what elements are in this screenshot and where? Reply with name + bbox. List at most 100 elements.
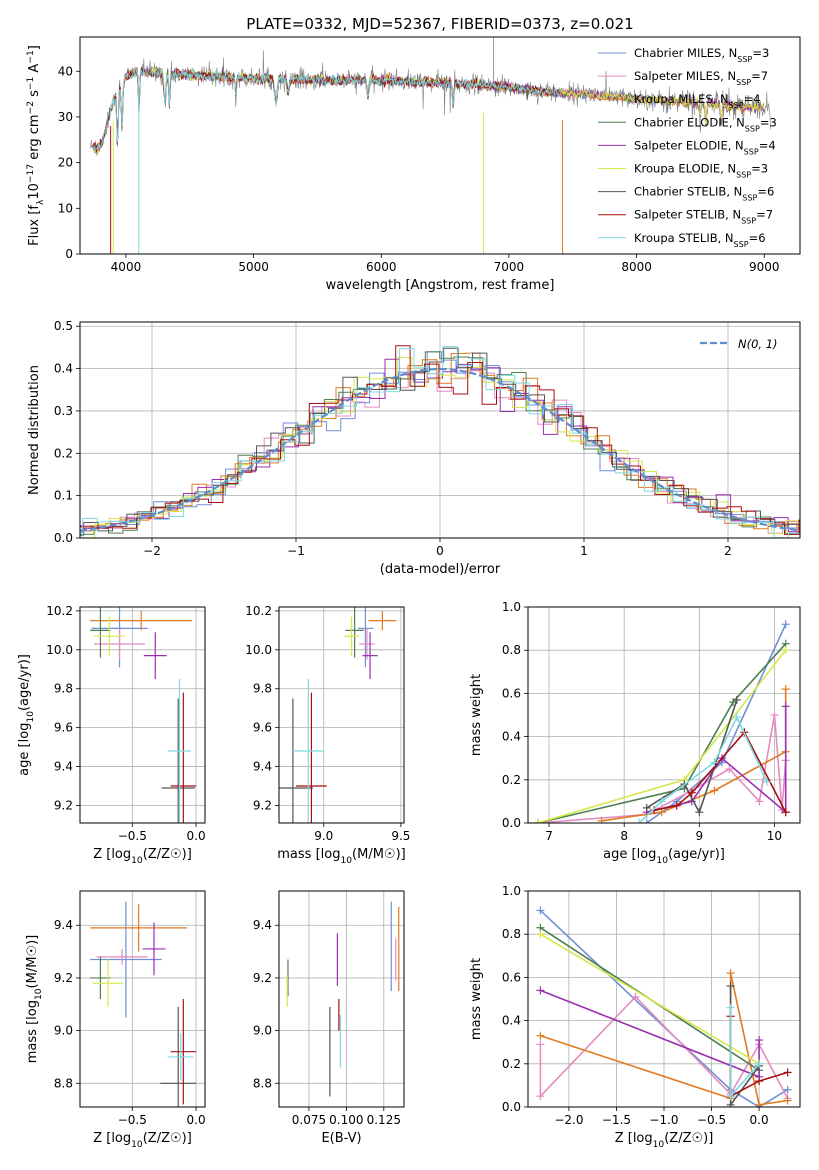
weight-point-marker [726,969,735,978]
legend-entry: Kroupa STELIB, NSSP=6 [634,231,766,249]
weight-point-marker [725,765,734,773]
y-tick-label: 9.2 [54,798,73,812]
x-tick-label: 0.0 [187,829,206,843]
x-tick-label: 10 [767,829,782,843]
y-axis-label: mass weight [469,958,484,1040]
errorbar-point [357,607,374,668]
weight-point-marker [781,620,790,629]
weight-series-line [646,623,787,823]
weight-point-marker [536,930,545,939]
x-tick-label: 9 [695,829,703,843]
age-vs-mass-panel: 9.0 9.5 9.2 9.4 9.6 9.8 10.0 10.2 mass [log10(M/… [245,604,410,866]
y-tick-label: 1.0 [502,600,521,614]
residual-histogram [80,370,800,534]
plot-area [90,901,197,1107]
x-axis-label: Z [log10(Z/Z☉)] [615,1131,714,1150]
figure-title: PLATE=0332, MJD=52367, FIBERID=0373, z=0… [246,15,633,33]
axes-frame [79,36,801,255]
y-tick-label: 10.2 [245,604,272,618]
y-tick-label: 0.0 [54,531,73,545]
y-tick-label: 30 [58,110,73,124]
errorbar-point [362,632,378,679]
x-tick-label: 0 [436,544,444,558]
errorbar-point [161,698,195,823]
errorbar-point [292,679,324,823]
axes-frame [79,890,206,1108]
axes-frame [278,890,405,1108]
weight-series-line [537,643,787,823]
weight-point-marker [657,808,666,817]
weight-point-marker [783,1068,792,1077]
legend-entry: Chabrier MILES, NSSP=3 [634,46,769,64]
y-tick-label: 0.2 [502,1057,521,1071]
x-tick-label: 6000 [366,260,397,274]
plot-area [89,37,771,254]
errorbar-point [94,616,125,656]
gaussian-reference-curve [80,367,800,532]
weight-point-marker [536,1040,545,1049]
y-tick-label: 0.6 [502,970,521,984]
errorbar-point [168,679,191,823]
weight-point-marker [597,816,606,823]
errorbar-point [168,1033,194,1081]
y-tick-label: 0.0 [502,1100,521,1114]
errorbar-point [92,959,124,1007]
x-tick-label: 5000 [238,260,269,274]
errorbar-point [143,632,167,679]
weight-point-marker [781,702,790,711]
legend-entry: Salpeter ELODIE, NSSP=4 [634,138,776,156]
y-tick-label: 1.0 [502,884,521,898]
x-tick-label: 0.075 [292,1113,326,1127]
x-axis-label: age [log10(age/yr)] [603,847,725,866]
legend-entry: Kroupa MILES, NSSP=4 [634,92,761,110]
x-tick-label: 0.125 [367,1113,401,1127]
y-tick-label: 9.0 [253,1024,272,1038]
weight-point-marker [781,685,790,694]
y-tick-label: 0.8 [502,927,521,941]
errorbar-point [368,610,397,631]
weight-point-marker [695,808,704,817]
weight-point-marker [536,906,545,915]
y-axis-label: mass [log10(M/M☉)] [25,935,44,1063]
errorbar-point [345,607,364,658]
plot-area [533,620,790,823]
y-tick-label: 8.8 [253,1076,272,1090]
residuals-panel: N(0, 1) −2 −1 0 1 2 0.0 0.1 0.2 0.3 0.4 0.5 (data-mo… [27,319,801,577]
errorbar-point [170,692,197,823]
x-tick-label: −2.0 [554,1113,583,1127]
y-tick-label: 9.6 [253,721,272,735]
weight-point-marker [710,786,719,795]
y-tick-label: 9.4 [253,918,272,932]
x-tick-label: 7 [545,829,553,843]
weight-point-marker [687,788,696,797]
weight-point-marker [642,803,651,812]
residual-histogram [80,346,800,538]
x-tick-label: 8 [620,829,628,843]
y-tick-label: 9.8 [54,682,73,696]
errorbar-point [96,948,148,965]
y-axis-label: Flux [fλ10−17 erg cm−2 s−1 A−1] [26,45,46,246]
weight-point-marker [726,1100,735,1107]
y-axis-label: mass weight [469,674,484,756]
errorbar-point [359,628,375,660]
y-tick-label: 9.0 [54,1024,73,1038]
age-vs-metallicity-panel: −0.5 0.0 9.2 9.4 9.6 9.8 10.0 10.2 Z [log10(Z/Z☉… [17,604,206,866]
weight-point-marker [536,986,545,995]
errorbar-point [94,628,146,660]
weight-point-marker [710,758,719,767]
weight-point-marker [726,1003,735,1012]
weight-point-marker [755,1059,764,1068]
plot-area [90,607,197,823]
y-tick-label: 9.6 [54,721,73,735]
y-tick-label: 0.5 [54,319,73,333]
errorbar-point [160,1006,197,1107]
x-tick-label: 7000 [494,260,525,274]
x-tick-label: 4000 [111,260,142,274]
weight-point-marker [726,1092,735,1101]
errorbar-point [90,904,188,952]
y-tick-label: 0.4 [54,362,73,376]
y-tick-label: 10 [58,201,73,215]
weight-point-marker [762,777,771,786]
weight-point-marker [726,982,735,991]
x-axis-label: mass [log10(M/M☉)] [277,847,405,866]
